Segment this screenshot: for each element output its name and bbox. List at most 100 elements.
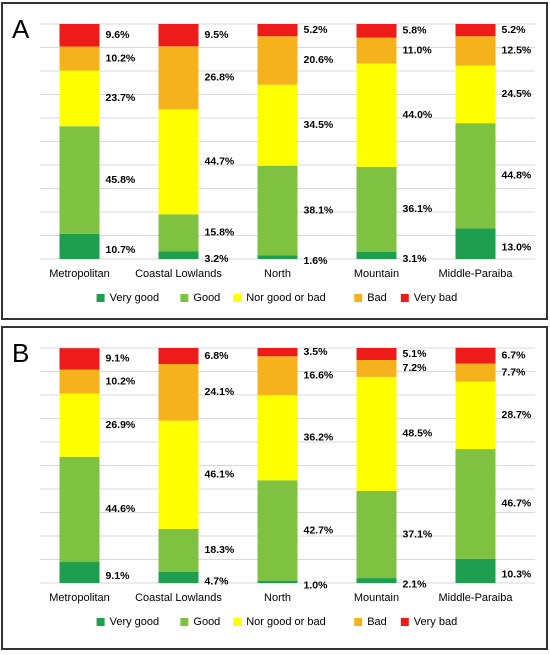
data-label: 9.1%	[106, 353, 131, 365]
legend-swatch	[233, 618, 242, 626]
legend-label: Bad	[367, 292, 387, 304]
data-label: 2.1%	[403, 578, 428, 590]
legend-label: Bad	[367, 616, 387, 628]
data-label: 1.6%	[304, 255, 329, 267]
data-label: 12.5%	[502, 45, 532, 57]
bar-segment	[59, 46, 100, 71]
data-label: 10.2%	[106, 375, 136, 387]
bar-segment	[59, 70, 100, 127]
data-label: 36.2%	[304, 432, 334, 444]
panel-label: A	[12, 14, 30, 44]
legend-swatch	[400, 618, 409, 626]
data-label: 44.7%	[205, 156, 235, 168]
bar-segment	[455, 449, 496, 559]
bar-segment	[59, 561, 100, 583]
data-label: 26.9%	[106, 419, 136, 431]
data-label: 13.0%	[502, 242, 532, 254]
bar-segment	[257, 580, 298, 583]
bar-segment	[257, 348, 298, 357]
bar-segment	[158, 251, 199, 259]
data-label: 3.2%	[205, 253, 230, 265]
bar-segment	[356, 490, 397, 579]
data-label: 1.0%	[304, 580, 329, 592]
bar-segment	[455, 123, 496, 229]
bar-segment	[356, 166, 397, 252]
bar-segment	[59, 126, 100, 234]
data-label: 3.1%	[403, 253, 428, 265]
legend-label: Very good	[110, 292, 160, 304]
bar-segment	[257, 84, 298, 166]
legend-swatch	[180, 294, 189, 302]
bar-segment	[257, 255, 298, 259]
bar-segment	[356, 24, 397, 38]
bar-segment	[356, 376, 397, 491]
data-label: 26.8%	[205, 72, 235, 84]
data-label: 46.1%	[205, 469, 235, 481]
bar-segment	[59, 369, 100, 394]
data-label: 16.6%	[304, 370, 334, 382]
data-label: 3.5%	[304, 346, 329, 358]
bar-segment	[356, 63, 397, 167]
data-label: 46.7%	[502, 498, 532, 510]
data-label: 6.7%	[502, 349, 527, 361]
bar-segment	[455, 65, 496, 124]
legend-label: Good	[193, 292, 220, 304]
data-label: 5.1%	[403, 348, 428, 360]
data-label: 34.5%	[304, 119, 334, 131]
bar-segment	[158, 363, 199, 421]
bar-segment	[59, 24, 100, 47]
bar-segment	[158, 571, 199, 583]
data-label: 6.8%	[205, 350, 230, 362]
bar-segment	[158, 109, 199, 215]
bar-segment	[158, 528, 199, 572]
data-label: 44.6%	[106, 503, 136, 515]
bar-segment	[455, 558, 496, 583]
legend-swatch	[354, 618, 363, 626]
data-label: 5.8%	[403, 25, 428, 37]
bar-segment	[257, 165, 298, 256]
data-label: 48.5%	[403, 428, 433, 440]
data-label: 18.3%	[205, 544, 235, 556]
bar-segment	[257, 395, 298, 481]
legend-label: Good	[193, 616, 220, 628]
data-label: 7.2%	[403, 362, 428, 374]
legend-swatch	[180, 618, 189, 626]
bar-segment	[59, 393, 100, 457]
bar-segment	[59, 348, 100, 370]
bar-segment	[59, 456, 100, 562]
x-tick-label: Middle-Paraiba	[439, 268, 514, 280]
bar-segment	[59, 233, 100, 259]
legend-label: Very bad	[414, 292, 457, 304]
bar-segment	[455, 36, 496, 66]
bar-segment	[356, 251, 397, 259]
data-label: 10.3%	[502, 569, 532, 581]
data-label: 37.1%	[403, 528, 433, 540]
data-label: 15.8%	[205, 227, 235, 239]
bar-segment	[257, 24, 298, 37]
x-tick-label: Metropolitan	[49, 268, 110, 280]
x-tick-label: Metropolitan	[49, 592, 110, 604]
x-tick-label: Middle-Paraiba	[439, 592, 514, 604]
bar-segment	[455, 24, 496, 37]
x-tick-label: Mountain	[354, 592, 399, 604]
x-tick-label: North	[264, 592, 291, 604]
x-tick-label: Coastal Lowlands	[135, 268, 222, 280]
data-label: 28.7%	[502, 409, 532, 421]
data-label: 4.7%	[205, 575, 230, 587]
bar-segment	[356, 359, 397, 377]
data-label: 24.1%	[205, 386, 235, 398]
bar-segment	[158, 348, 199, 364]
bar-segment	[455, 363, 496, 382]
bar-segment	[356, 578, 397, 583]
data-label: 5.2%	[304, 24, 329, 36]
bar-segment	[257, 480, 298, 581]
bar-segment	[257, 36, 298, 85]
bar-segment	[158, 46, 199, 110]
legend-swatch	[354, 294, 363, 302]
data-label: 5.2%	[502, 24, 527, 36]
legend-swatch	[96, 294, 105, 302]
data-label: 10.7%	[106, 244, 136, 256]
x-tick-label: Mountain	[354, 268, 399, 280]
data-label: 10.2%	[106, 52, 136, 64]
legend-label: Very bad	[414, 616, 457, 628]
